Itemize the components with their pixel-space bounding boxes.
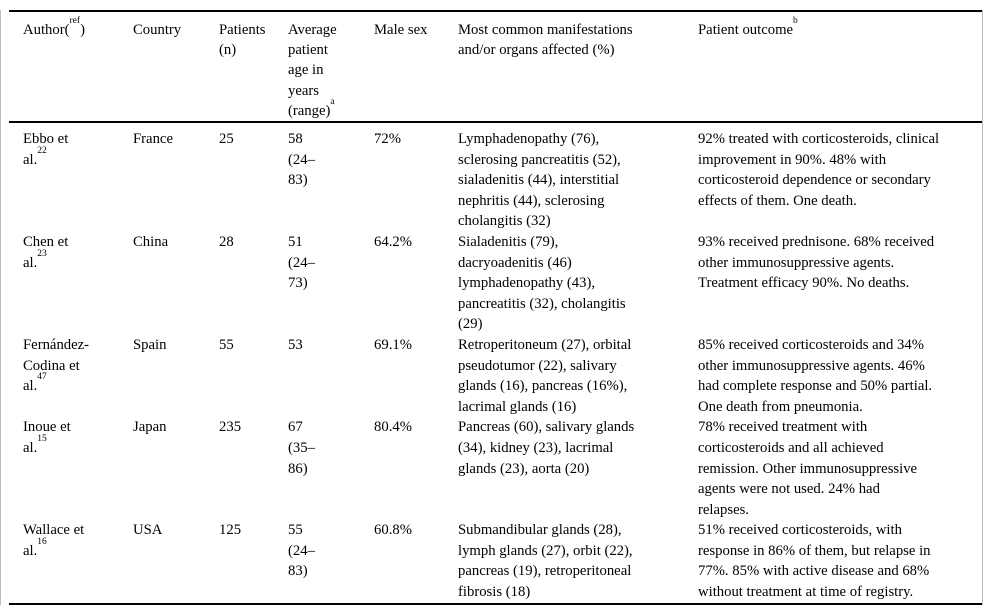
cell-country: France: [133, 131, 173, 148]
column-header-country: Country: [133, 11, 219, 124]
cell-outcome: 92% treated with corticosteroids, clinic…: [698, 131, 940, 209]
reference-superscript: 22: [37, 145, 47, 156]
cell-country: Spain: [133, 336, 167, 353]
author-header-text: Author(: [23, 22, 70, 38]
column-header-author: Author(ref): [9, 11, 133, 124]
cell-outcome: 51% received corticosteroids, with respo…: [698, 522, 931, 601]
cell-outcome: 78% received treatment with corticostero…: [698, 419, 918, 518]
igg4-cohort-studies-table: Author(ref) Country Patients (n) Average…: [9, 10, 982, 605]
cell-manifestations: Retroperitoneum (27), orbital pseudotumo…: [458, 336, 632, 415]
reference-superscript: 47: [37, 372, 47, 383]
age-footnote-marker: a: [330, 96, 335, 107]
cell-age: 67 (35– 86): [288, 419, 315, 477]
cell-male-sex: 80.4%: [374, 419, 412, 436]
cell-patients: 55: [219, 336, 234, 353]
cell-male-sex: 69.1%: [374, 336, 412, 353]
cell-patients: 25: [219, 131, 234, 148]
cell-manifestations: Submandibular glands (28), lymph glands …: [458, 522, 633, 601]
reference-superscript: 16: [37, 537, 47, 547]
cell-patients: 235: [219, 419, 242, 436]
reference-superscript: 23: [37, 248, 47, 259]
cell-author: Fernández- Codina et al.47: [23, 336, 90, 395]
cell-age: 55 (24– 83): [288, 522, 315, 580]
column-header-male-sex: Male sex: [374, 11, 458, 124]
cell-patients: 125: [219, 522, 242, 539]
table-row-fernandez-codina: Fernández- Codina et al.47 Spain 55 53 6…: [9, 335, 982, 417]
cell-male-sex: 64.2%: [374, 233, 412, 250]
cell-male-sex: 72%: [374, 131, 401, 148]
cell-author: Inoue et al.15: [23, 419, 71, 456]
cell-country: USA: [133, 522, 163, 539]
column-header-age: Average patient age in years (range)a: [288, 11, 374, 124]
cell-author: Wallace et al.16: [23, 522, 85, 559]
cell-country: Japan: [133, 419, 167, 436]
table-header: Author(ref) Country Patients (n) Average…: [9, 11, 982, 124]
cell-manifestations: Pancreas (60), salivary glands (34), kid…: [458, 419, 635, 477]
cell-country: China: [133, 233, 169, 250]
table-row-inoue: Inoue et al.15 Japan 235 67 (35– 86) 80.…: [9, 417, 982, 520]
column-header-manifestations: Most common manifestations and/or organs…: [458, 11, 698, 124]
column-header-outcome: Patient outcomeb: [698, 11, 982, 124]
table-row-chen: Chen et al.23 China 28 51 (24– 73) 64.2%…: [9, 232, 982, 335]
cell-manifestations: Lymphadenopathy (76), sclerosing pancrea…: [458, 131, 621, 230]
cell-age: 51 (24– 73): [288, 233, 315, 292]
author-header-suffix: ): [80, 22, 85, 38]
cell-author: Ebbo et al.22: [23, 131, 69, 168]
cell-author: Chen et al.23: [23, 233, 69, 271]
outcome-footnote-marker: b: [793, 16, 798, 27]
table-row-wallace: Wallace et al.16 USA 125 55 (24– 83) 60.…: [9, 520, 982, 603]
reference-superscript: 15: [37, 434, 47, 445]
table-row-ebbo: Ebbo et al.22 France 25 58 (24– 83) 72% …: [9, 122, 982, 232]
cell-age: 53: [288, 336, 303, 353]
cell-outcome: 93% received prednisone. 68% received ot…: [698, 233, 935, 292]
column-header-patients: Patients (n): [219, 11, 288, 124]
cell-age: 58 (24– 83): [288, 131, 315, 189]
cell-outcome: 85% received corticosteroids and 34% oth…: [698, 336, 933, 415]
table-body: Ebbo et al.22 France 25 58 (24– 83) 72% …: [9, 122, 982, 604]
table-frame: Author(ref) Country Patients (n) Average…: [0, 10, 983, 605]
cell-manifestations: Sialadenitis (79), dacryoadenitis (46) l…: [458, 233, 626, 333]
author-ref-marker: ref: [69, 16, 81, 27]
header-row: Author(ref) Country Patients (n) Average…: [9, 11, 982, 124]
cell-patients: 28: [219, 233, 234, 250]
cell-male-sex: 60.8%: [374, 522, 412, 539]
